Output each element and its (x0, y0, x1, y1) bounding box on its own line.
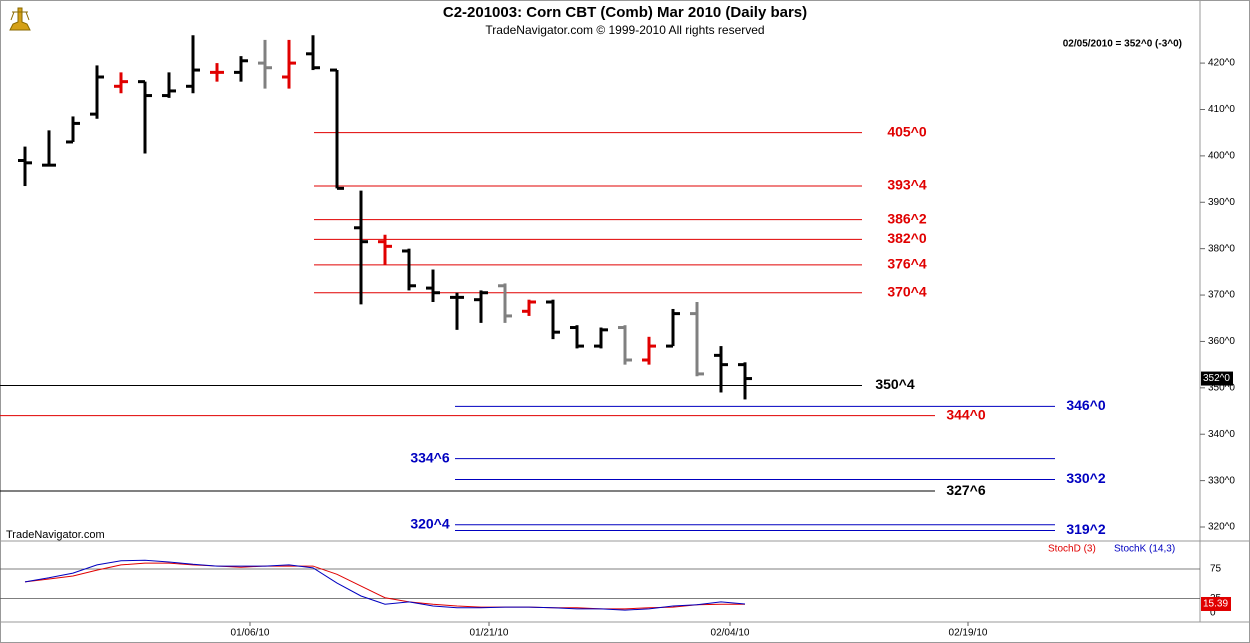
watermark: TradeNavigator.com (6, 529, 105, 541)
legend-entry: StochD (3) (1048, 544, 1096, 555)
y-tick-label: 75 (1210, 564, 1222, 575)
level-label: 344^0 (946, 406, 986, 422)
y-tick-label: 370^0 (1208, 290, 1235, 301)
level-label: 320^4 (410, 515, 450, 531)
last-price-box (1201, 371, 1233, 386)
level-label: 327^6 (946, 482, 986, 498)
y-tick-label: 410^0 (1208, 104, 1235, 115)
level-label: 370^4 (887, 283, 927, 299)
level-label: 346^0 (1066, 397, 1106, 413)
y-tick-label: 360^0 (1208, 336, 1235, 347)
y-tick-label: 400^0 (1208, 151, 1235, 162)
legend-entry: StochK (14,3) (1114, 544, 1175, 555)
title: C2-201003: Corn CBT (Comb) Mar 2010 (Dai… (443, 4, 807, 21)
level-label: 334^6 (410, 449, 450, 465)
x-tick-label: 02/19/10 (949, 628, 988, 639)
level-label: 319^2 (1066, 521, 1106, 537)
y-tick-label: 350^0 (1208, 382, 1235, 393)
level-label: 386^2 (887, 210, 927, 226)
logo (9, 7, 31, 31)
quote: 02/05/2010 = 352^0 (-3^0) (1063, 39, 1182, 50)
level-label: 405^0 (887, 123, 927, 139)
y-tick-label: 380^0 (1208, 243, 1235, 254)
level-label: 393^4 (887, 177, 927, 193)
y-tick-label: 320^0 (1208, 522, 1235, 533)
level-label: 382^0 (887, 230, 927, 246)
last-price-label: 352^0 (1203, 373, 1230, 384)
last-value-box (1201, 596, 1231, 611)
level-label: 350^4 (875, 376, 915, 392)
y-tick-label: 330^0 (1208, 475, 1235, 486)
y-tick-label: 0 (1210, 608, 1216, 619)
y-tick-label: 340^0 (1208, 429, 1235, 440)
level-label: 330^2 (1066, 470, 1106, 486)
y-tick-label: 390^0 (1208, 197, 1235, 208)
x-tick-label: 01/21/10 (470, 628, 509, 639)
stoch-line (24, 562, 745, 610)
last-value-label: 15.39 (1203, 599, 1228, 610)
x-tick-label: 01/06/10 (231, 628, 270, 639)
y-tick-label: 420^0 (1208, 58, 1235, 69)
x-tick-label: 02/04/10 (711, 628, 750, 639)
level-label: 376^4 (887, 256, 927, 272)
stoch-line (24, 559, 746, 611)
subtitle: TradeNavigator.com © 1999-2010 All right… (485, 23, 764, 37)
